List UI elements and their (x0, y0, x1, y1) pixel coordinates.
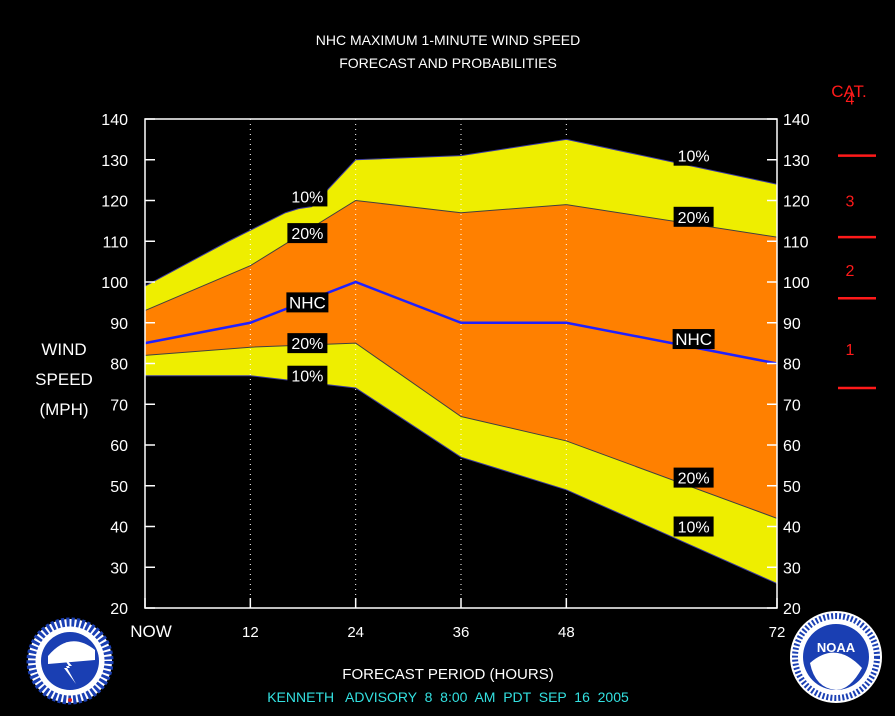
y-axis-title-line2: SPEED (35, 370, 93, 389)
series-label-4: 10% (291, 369, 323, 386)
x-tick-label-48: 48 (558, 624, 575, 641)
noaa-logo-ring-text (792, 613, 880, 701)
y-tick-label-right-130: 130 (783, 153, 810, 170)
x-tick-label-24: 24 (347, 624, 364, 641)
series-label-bg-2 (286, 292, 329, 313)
noaa-logo-gull (810, 652, 862, 690)
series-label-bg-6 (673, 206, 714, 227)
series-label-bg-3 (287, 333, 328, 354)
y-tick-label-left-130: 130 (101, 153, 128, 170)
lower-10pct-line (145, 375, 778, 585)
series-label-bg-4 (287, 365, 328, 386)
y-tick-label-left-100: 100 (101, 275, 128, 292)
y-tick-label-right-140: 140 (783, 112, 810, 129)
y-tick-label-right-120: 120 (783, 194, 810, 211)
series-label-bg-5 (673, 145, 714, 166)
y-tick-label-right-100: 100 (783, 275, 810, 292)
chart-title-line2: FORECAST AND PROBABILITIES (339, 55, 557, 71)
noaa-logo-text: NOAA (817, 640, 856, 655)
category-label-2: 2 (846, 263, 855, 280)
nhc-forecast-line (144, 280, 778, 365)
y-tick-label-right-90: 90 (783, 316, 801, 333)
y-tick-label-right-20: 20 (783, 601, 801, 618)
chart-title-line1: NHC MAXIMUM 1-MINUTE WIND SPEED (316, 32, 580, 48)
upper-20pct-line (144, 199, 778, 311)
x-tick-label-72: 72 (769, 624, 786, 641)
series-label-bg-7 (672, 329, 715, 350)
series-label-9: 10% (678, 520, 710, 537)
nws-logo-star (68, 698, 72, 702)
y-tick-label-left-80: 80 (110, 357, 128, 374)
x-tick-label-NOW: NOW (130, 622, 172, 641)
series-label-5: 10% (678, 149, 710, 166)
y-tick-label-right-50: 50 (783, 479, 801, 496)
series-label-6: 20% (678, 210, 710, 227)
y-tick-label-left-50: 50 (110, 479, 128, 496)
x-axis-title: FORECAST PERIOD (HOURS) (342, 666, 553, 683)
nws-logo (26, 617, 114, 705)
y-tick-label-left-70: 70 (110, 397, 128, 414)
lightning-icon (60, 652, 76, 684)
y-axis-title-line1: WIND (41, 340, 86, 359)
series-label-0: 10% (291, 189, 323, 206)
y-tick-label-right-70: 70 (783, 397, 801, 414)
category-label-3: 3 (846, 194, 855, 211)
advisory-text: KENNETH ADVISORY 8 8:00 AM PDT SEP 16 20… (267, 689, 629, 705)
category-label-1: 1 (846, 342, 855, 359)
series-label-7: NHC (675, 330, 712, 349)
y-tick-label-left-30: 30 (110, 560, 128, 577)
series-label-1: 20% (291, 226, 323, 243)
series-label-bg-1 (287, 223, 328, 244)
y-tick-label-right-80: 80 (783, 357, 801, 374)
y-axis-title: WIND SPEED (MPH) (35, 340, 93, 419)
x-tick-label-12: 12 (242, 624, 259, 641)
saffir-simpson-categories: 4 3 2 1 (838, 92, 876, 390)
y-tick-label-left-90: 90 (110, 316, 128, 333)
series-label-3: 20% (291, 336, 323, 353)
category-header: CAT. (831, 82, 867, 101)
nws-logo-cloud (48, 641, 95, 664)
y-tick-label-right-40: 40 (783, 520, 801, 537)
x-tick-label-36: 36 (453, 624, 470, 641)
x-axis: NOW 12 24 36 48 72 (130, 598, 785, 641)
y-tick-label-left-20: 20 (110, 601, 128, 618)
noaa-logo: NOAA (790, 611, 882, 703)
lower-20pct-line (144, 342, 778, 519)
y-tick-label-left-120: 120 (101, 194, 128, 211)
y-tick-label-left-60: 60 (110, 438, 128, 455)
y-tick-label-right-60: 60 (783, 438, 801, 455)
y-axes: 20 20 30 30 40 40 50 50 60 60 70 70 80 80 90 90 100 100 11… (101, 112, 810, 618)
y-axis-title-line3: (MPH) (39, 400, 88, 419)
y-tick-label-right-30: 30 (783, 560, 801, 577)
series-labels: 10% 20% NHC 20% 10% 10% 20% NHC 20% 10% (286, 145, 715, 537)
series-label-8: 20% (678, 471, 710, 488)
series-label-bg-8 (673, 467, 714, 488)
upper-10pct-line (144, 138, 778, 287)
series-label-bg-0 (287, 186, 328, 207)
y-tick-label-right-110: 110 (783, 234, 809, 251)
series-lines (144, 138, 778, 585)
series-label-bg-9 (673, 516, 714, 537)
series-label-2: NHC (289, 293, 326, 312)
y-tick-label-left-40: 40 (110, 520, 128, 537)
y-tick-label-left-110: 110 (102, 234, 128, 251)
y-tick-label-left-140: 140 (101, 112, 128, 129)
category-label-4: 4 (846, 92, 855, 109)
